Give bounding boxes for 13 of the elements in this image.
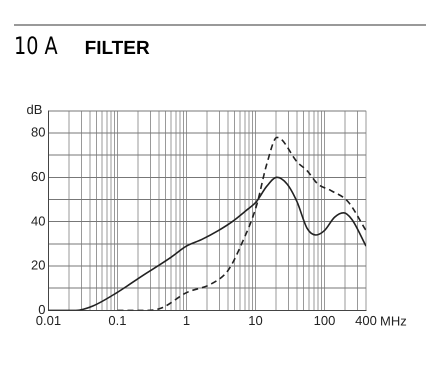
x-axis-title: MHz: [380, 313, 407, 328]
x-tick-label: 10: [248, 312, 263, 328]
chart-subtitle: FILTER: [84, 38, 150, 60]
x-tick-label: 400: [355, 312, 377, 328]
y-tick-label: 40: [30, 213, 46, 228]
x-tick-label: 1: [182, 312, 190, 328]
x-tick-label: 100: [314, 312, 336, 328]
chart-title: 10 A: [14, 32, 58, 60]
y-tick-label: 80: [30, 124, 46, 140]
y-axis-title: dB: [26, 102, 42, 117]
x-tick-label: 0.1: [108, 312, 126, 328]
y-tick-label: 60: [30, 168, 46, 184]
y-tick-label: 20: [30, 258, 46, 273]
